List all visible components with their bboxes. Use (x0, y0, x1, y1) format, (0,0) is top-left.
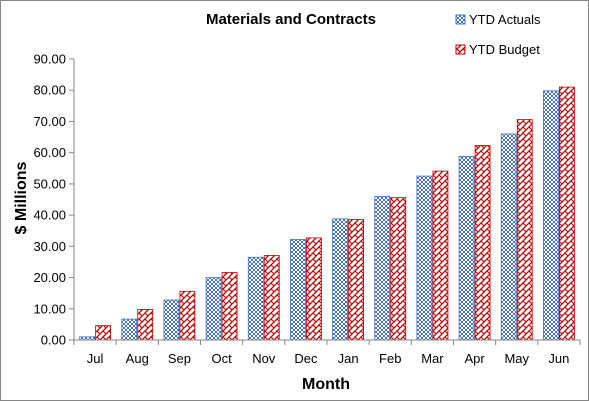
y-tick-label: 40.00 (33, 208, 66, 223)
bar-ytd-actuals (121, 318, 138, 341)
bar-ytd-actuals (290, 239, 306, 341)
y-tick-label: 70.00 (33, 114, 66, 129)
y-tick-label: 80.00 (33, 83, 66, 98)
x-tick-label: Sep (168, 351, 191, 366)
legend-label-budget: YTD Budget (469, 42, 540, 57)
bar-ytd-budget (559, 86, 575, 341)
x-axis-title: Month (302, 376, 350, 393)
y-tick-label: 90.00 (33, 52, 66, 67)
x-tick-label: May (504, 351, 529, 366)
y-tick-label: 30.00 (33, 239, 66, 254)
x-tick-label: Apr (464, 351, 485, 366)
x-tick-label: Jun (548, 351, 569, 366)
bar-ytd-budget (390, 197, 407, 341)
bars (79, 86, 575, 341)
y-axis-title: $ Millions (13, 161, 30, 234)
chart-title: Materials and Contracts (206, 11, 376, 28)
y-tick-label: 60.00 (33, 145, 66, 160)
bar-ytd-budget (348, 219, 364, 341)
x-tick-label: Aug (126, 351, 149, 366)
bar-ytd-actuals (416, 175, 433, 341)
legend: YTD Actuals YTD Budget (455, 12, 541, 57)
legend-swatch-actuals (455, 14, 466, 25)
y-tick-label: 0.00 (41, 333, 66, 348)
bar-ytd-budget (179, 290, 196, 341)
x-tick-label: Mar (421, 351, 444, 366)
x-tick-label: Dec (294, 351, 318, 366)
x-tick-label: Feb (379, 351, 401, 366)
bar-ytd-actuals (332, 218, 348, 341)
bar-ytd-budget (95, 325, 111, 341)
bar-ytd-budget (137, 309, 154, 341)
x-tick-label: Jan (338, 351, 359, 366)
bar-ytd-budget (474, 145, 491, 341)
bar-ytd-actuals (543, 90, 559, 341)
legend-label-actuals: YTD Actuals (469, 12, 541, 27)
bar-ytd-budget (221, 272, 238, 341)
bar-ytd-budget (432, 170, 449, 341)
bar-ytd-actuals (163, 299, 180, 341)
x-axis-ticks: Jul Aug Sep Oct Nov Dec Jan Feb Mar Apr May Jun (73, 340, 581, 366)
bar-ytd-budget (263, 254, 280, 341)
bar-ytd-budget (306, 237, 322, 341)
bar-ytd-actuals (205, 277, 222, 341)
bar-ytd-actuals (374, 195, 391, 341)
y-tick-label: 20.00 (33, 270, 66, 285)
bar-ytd-actuals (458, 156, 475, 341)
bar-ytd-actuals (247, 256, 264, 341)
bar-ytd-budget (516, 119, 533, 341)
y-axis-ticks: 0.00 10.00 20.00 30.00 40.00 50.00 60.00 70.00 8… (33, 52, 74, 348)
bar-ytd-actuals (500, 133, 517, 341)
legend-swatch-budget (455, 44, 466, 55)
x-tick-label: Nov (252, 351, 276, 366)
y-tick-label: 50.00 (33, 176, 66, 191)
x-tick-label: Jul (87, 351, 104, 366)
y-tick-label: 10.00 (33, 301, 66, 316)
x-tick-label: Oct (211, 351, 232, 366)
